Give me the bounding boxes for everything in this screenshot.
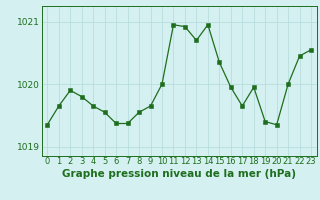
X-axis label: Graphe pression niveau de la mer (hPa): Graphe pression niveau de la mer (hPa) — [62, 169, 296, 179]
